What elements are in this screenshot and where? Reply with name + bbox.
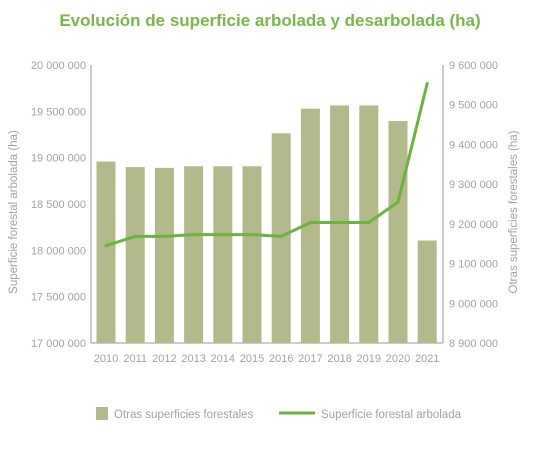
chart-title: Evolución de superficie arbolada y desar… [59,11,480,30]
bar [125,167,145,343]
bar [300,108,320,343]
right-tick-label: 9 200 000 [449,219,498,231]
right-axis-title: Otras superficies forestales (ha) [508,130,520,293]
right-tick-label: 9 400 000 [449,139,498,151]
x-tick-label: 2017 [298,353,322,365]
left-tick-label: 20 000 000 [31,60,86,72]
x-tick-label: 2018 [327,353,351,365]
left-tick-label: 19 500 000 [31,106,86,118]
left-tick-label: 17 000 000 [31,338,86,350]
right-tick-label: 9 300 000 [449,179,498,191]
x-tick-label: 2014 [211,353,235,365]
legend: Otras superficies forestales Superficie … [96,407,462,421]
right-axis-tick-labels: 8 900 000 9 000 000 9 100 000 9 200 000 9 30… [449,60,498,350]
legend-bar-label: Otras superficies forestales [114,409,254,421]
x-tick-label: 2019 [357,353,381,365]
left-tick-label: 17 500 000 [31,292,86,304]
right-tick-label: 8 900 000 [449,338,498,350]
right-tick-label: 9 000 000 [449,298,498,310]
line-path [104,82,429,248]
line-series [104,82,429,248]
bar [154,167,174,343]
left-tick-label: 19 000 000 [31,153,86,165]
left-tick-label: 18 000 000 [31,245,86,257]
x-tick-label: 2020 [386,353,410,365]
bar [96,161,116,343]
left-axis-title: Superficie forestal arbolada (ha) [8,130,20,294]
bar [359,105,379,343]
bar [213,166,233,343]
bar-series [96,105,437,343]
x-tick-label: 2010 [94,353,118,365]
left-tick-label: 18 500 000 [31,199,86,211]
x-tick-label: 2013 [181,353,205,365]
x-tick-label: 2016 [269,353,293,365]
legend-bar-swatch [96,407,108,420]
bar [271,133,291,343]
x-tick-label: 2015 [240,353,264,365]
x-tick-label: 2011 [123,353,147,365]
x-axis-tick-labels: 2010 2011 2012 2013 2014 2015 2016 2017 2018 2019… [94,353,440,365]
x-tick-label: 2021 [415,353,439,365]
legend-line-label: Superficie forestal arbolada [321,409,462,421]
right-tick-label: 9 600 000 [449,60,498,72]
bar [184,166,204,343]
bar [330,105,350,343]
x-tick-label: 2012 [152,353,176,365]
bar [388,120,408,343]
left-axis-tick-labels: 17 000 000 17 500 000 18 000 000 18 500 000… [31,60,86,350]
bar [417,240,437,343]
bar [242,166,262,343]
right-tick-label: 9 500 000 [449,100,498,112]
right-tick-label: 9 100 000 [449,259,498,271]
